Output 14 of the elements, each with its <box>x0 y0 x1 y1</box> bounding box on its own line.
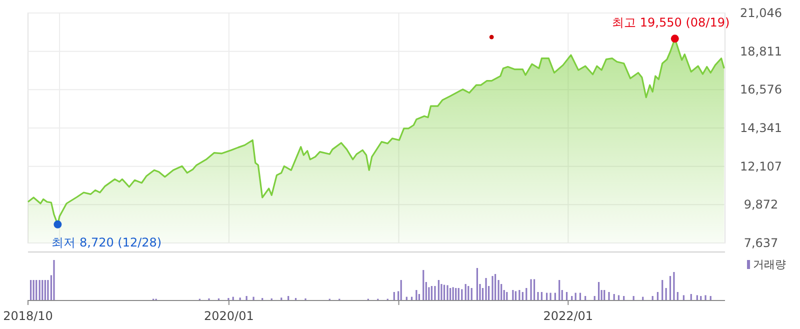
point <box>489 34 494 40</box>
y-tick-label: 9,872 <box>744 198 778 212</box>
y-tick-label: 12,107 <box>740 159 782 174</box>
y-tick-label: 14,341 <box>740 121 782 136</box>
annotation: 최고 19,550 (08/19) <box>612 16 730 30</box>
x-tick-label: 2022/01 <box>543 309 594 323</box>
y-tick-label: 18,811 <box>740 44 782 58</box>
y-tick-label: 7,637 <box>744 236 778 250</box>
y-tick-label: 16,576 <box>740 82 782 97</box>
y-tick-label: 21,046 <box>740 6 782 20</box>
annotation: 최저 8,720 (12/28) <box>52 235 162 250</box>
x-tick-label: 2018/10 <box>3 309 53 323</box>
legend-label: 거래량 <box>753 258 786 271</box>
x-tick-label: 2020/01 <box>204 309 254 323</box>
